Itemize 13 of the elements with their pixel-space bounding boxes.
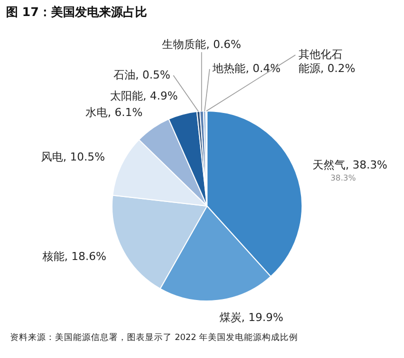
slice-label: 风电, 10.5% <box>40 150 105 164</box>
slice-label: 天然气, 38.3% <box>312 158 388 172</box>
data-label: 38.3% <box>330 173 356 182</box>
slice-label: 地热能, 0.4% <box>212 62 281 75</box>
slice-label: 太阳能, 4.9% <box>110 90 178 103</box>
slice-label: 水电, 6.1% <box>86 106 143 119</box>
text: 资料来源：美国能源信息署，图表显示了 2022 年美国发电能源构成比例 <box>10 332 300 344</box>
slice-label: 核能, 18.6% <box>41 250 106 264</box>
slice-label: 其他化石能源, 0.2% <box>298 48 356 75</box>
slice-label: 生物质能, 0.6% <box>162 38 242 52</box>
chart-title: 图 17：美国发电来源占比 <box>6 4 147 21</box>
slice-label: 煤炭, 19.9% <box>219 311 284 324</box>
slice-label: 石油, 0.5% <box>113 68 170 82</box>
